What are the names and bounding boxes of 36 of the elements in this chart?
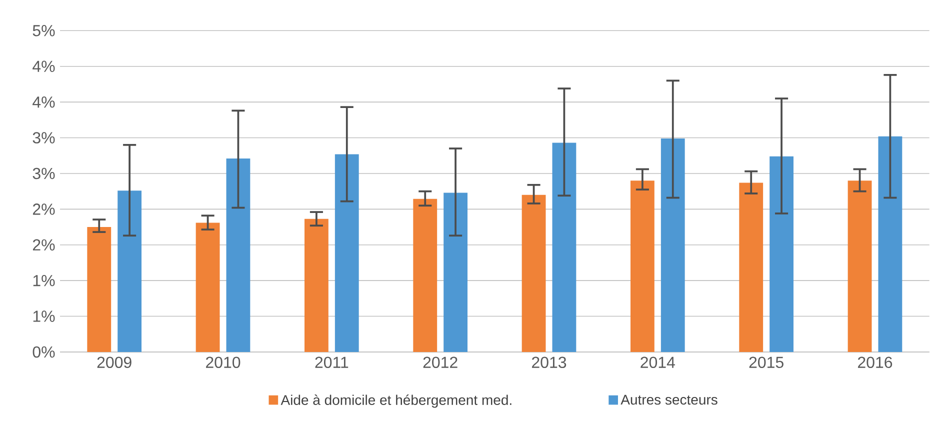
y-tick-label: 1%	[33, 310, 55, 322]
y-tick-label: 5%	[32, 25, 55, 36]
bar	[334, 154, 359, 352]
x-tick-label: 2016	[858, 356, 892, 368]
bar	[848, 180, 872, 352]
x-tick-label: 2013	[532, 356, 566, 368]
x-tick-label: 2009	[97, 356, 132, 368]
legend-label: Autres secteurs	[620, 394, 718, 405]
y-tick-label: 3%	[32, 132, 55, 144]
y-tick-label: 2%	[32, 204, 55, 215]
bar	[552, 142, 576, 352]
bar	[196, 222, 220, 352]
y-tick-label: 0%	[32, 346, 55, 358]
bar	[770, 156, 794, 352]
bar	[413, 198, 438, 352]
x-tick-label: 2014	[640, 356, 675, 368]
x-tick-label: 2015	[749, 356, 784, 368]
y-tick-label: 1%	[33, 274, 55, 286]
x-tick-label: 2011	[315, 356, 348, 368]
y-tick-label: 4%	[32, 60, 55, 72]
bar	[630, 180, 654, 352]
y-tick-label: 4%	[32, 96, 55, 108]
bar	[878, 136, 902, 352]
legend-label: Aide à domicile et hébergement med.	[280, 394, 512, 408]
bar	[304, 218, 328, 352]
bar	[87, 227, 112, 352]
y-tick-label: 2%	[32, 239, 55, 250]
bar	[739, 182, 764, 352]
bar	[118, 190, 142, 352]
bar	[522, 194, 546, 352]
bar	[226, 158, 250, 352]
y-tick-label: 3%	[32, 168, 55, 180]
bar	[660, 138, 685, 352]
bar	[444, 192, 468, 352]
x-tick-label: 2010	[206, 356, 240, 368]
x-tick-label: 2012	[423, 356, 458, 368]
